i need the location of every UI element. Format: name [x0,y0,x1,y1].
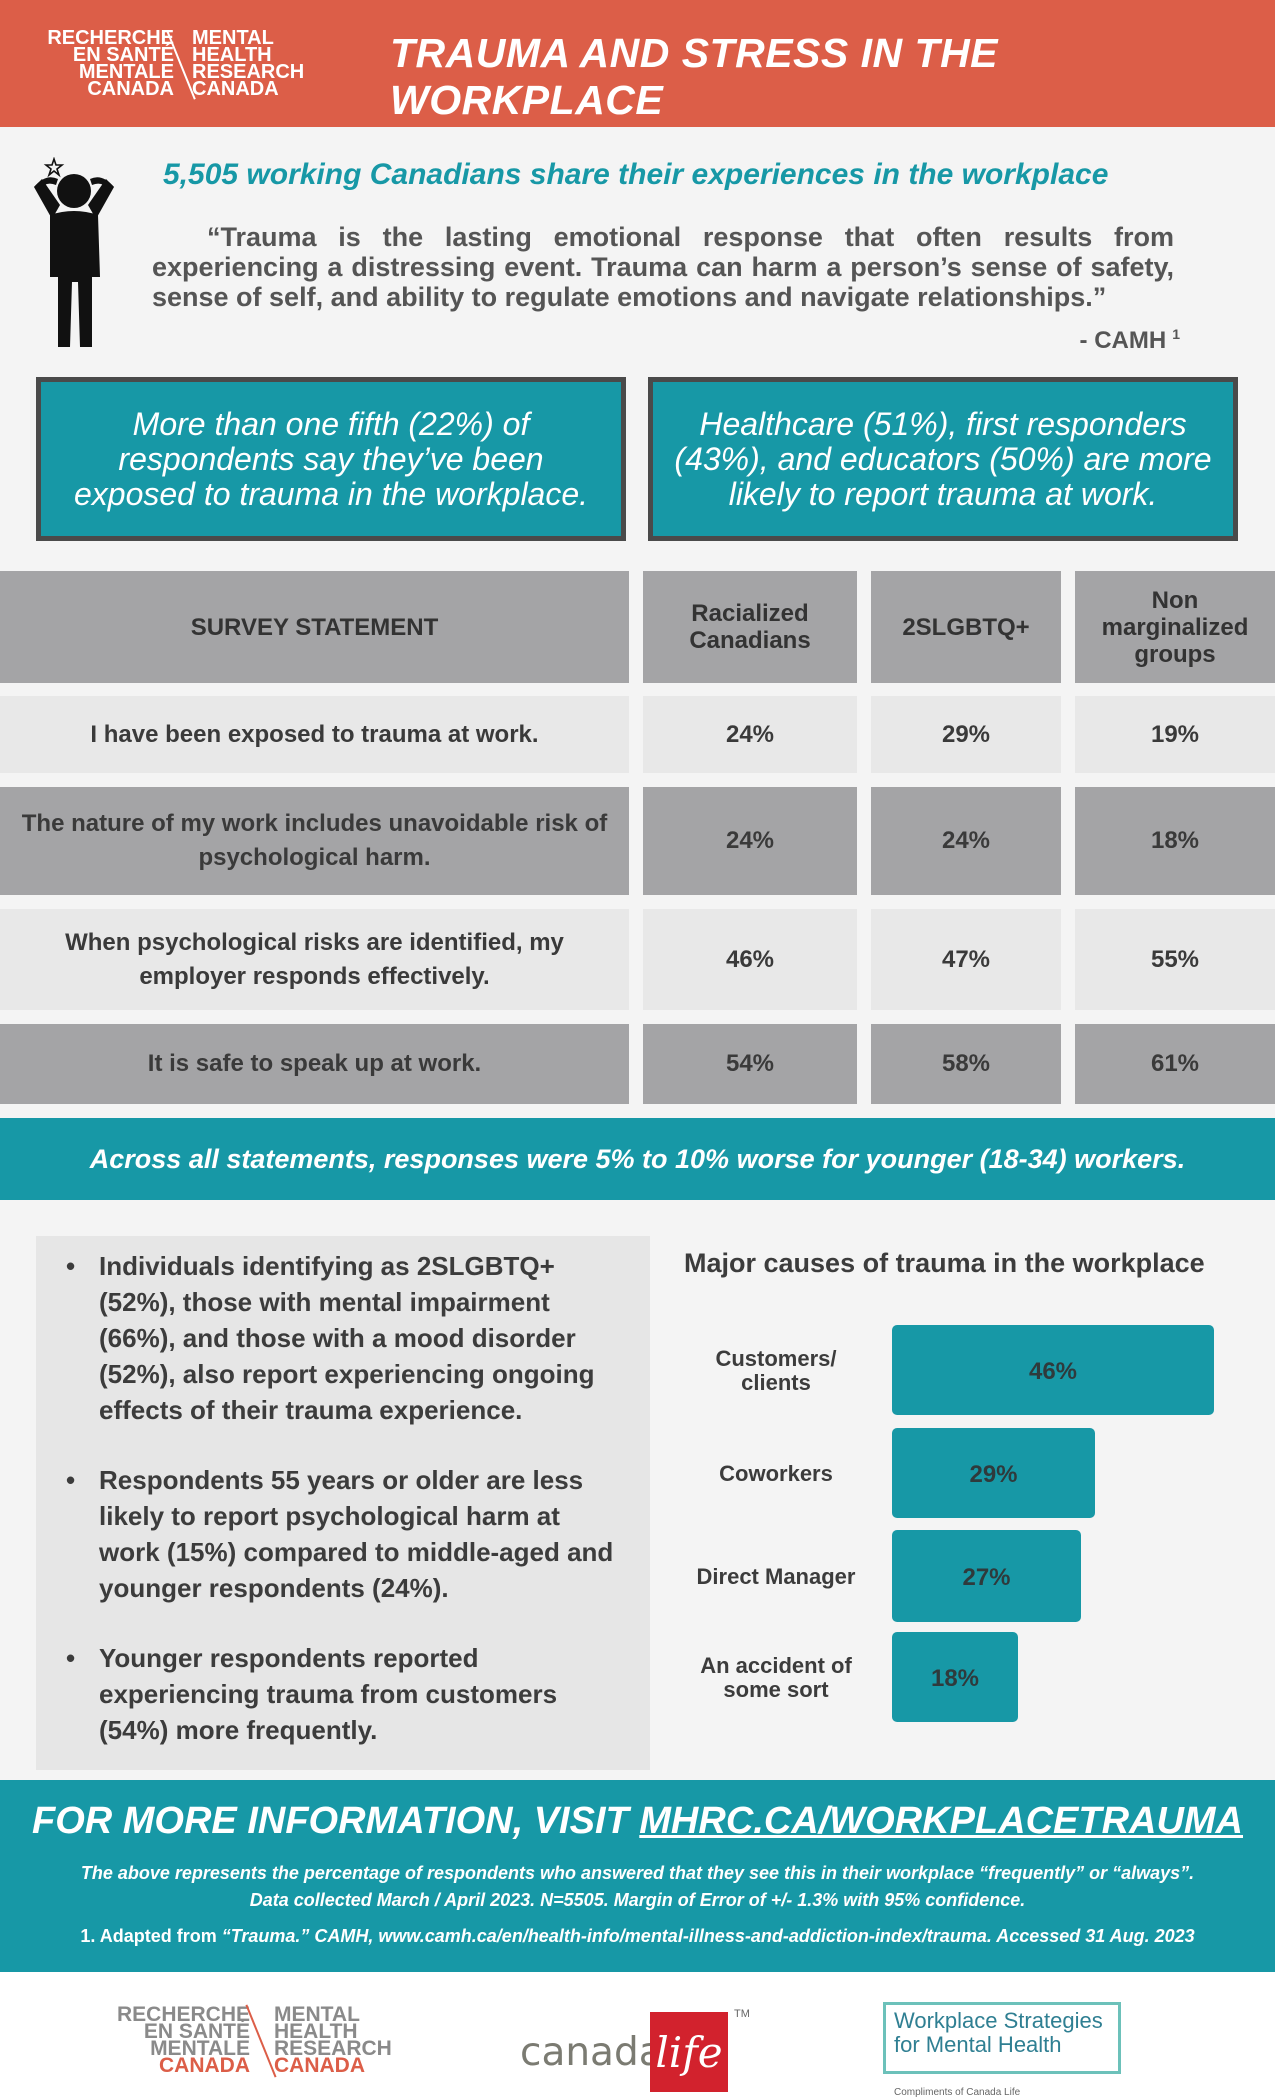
logo-text: CANADA [192,78,279,100]
ref-number: 1. [80,1926,96,1946]
logo-text: RESEARCH [274,2037,392,2060]
note-line: The above represents the percentage of r… [80,1863,1195,1883]
table-cell-value: 24% [643,696,857,773]
table-cell-value: 19% [1075,696,1275,773]
header-bar: RECHERCHE EN SANTÉ MENTALE CANADA MENTAL… [0,0,1275,127]
findings-list: Individuals identifying as 2SLGBTQ+ (52%… [36,1236,650,1770]
table-row-statement: The nature of my work includes unavoidab… [0,787,629,895]
table-cell-value: 55% [1075,909,1275,1010]
logo-text: RECHERCHE [116,2003,250,2026]
logo-text: EN SANTÉ [72,44,174,66]
reference-note: 1. Adapted from “Trauma.” CAMH, www.camh… [0,1923,1275,1950]
stressed-person-icon [34,157,114,347]
table-cell-value: 58% [871,1024,1061,1104]
wsmh-text: Workplace Strategies [894,2008,1103,2033]
table-header-racialized: Racialized Canadians [643,571,857,683]
list-item: Respondents 55 years or older are less l… [66,1462,626,1606]
list-item: Younger respondents reported experiencin… [66,1640,626,1748]
bar-value-label: 46% [1029,1358,1077,1385]
logo-text: MENTALE [150,2037,250,2060]
trademark: TM [734,2008,750,2020]
ref-citation: “Trauma.” CAMH, www.camh.ca/en/health-in… [221,1926,1195,1946]
partner-logos: RECHERCHE EN SANTÉ MENTALE CANADA MENTAL… [0,1972,1275,2100]
table-cell-value: 47% [871,909,1061,1010]
logo-text: CANADA [159,2054,250,2077]
ref-prefix: Adapted from [99,1926,217,1946]
intro-subtitle: 5,505 working Canadians share their expe… [163,158,1109,191]
bar-value-label: 18% [931,1665,979,1692]
bar-value-label: 29% [969,1461,1017,1488]
bar-4 [892,1632,1018,1722]
table-row-statement: It is safe to speak up at work. [0,1024,629,1104]
note-line: Data collected March / April 2023. N=550… [249,1890,1026,1910]
bar-3 [892,1530,1081,1622]
category-label: Direct Manager [697,1564,856,1589]
wsmh-subtext: Compliments of Canada Life [894,2087,1021,2098]
mhrc-logo: RECHERCHE EN SANTÉ MENTALE CANADA MENTAL… [34,28,324,100]
table-cell-value: 61% [1075,1024,1275,1104]
callout-exposure: More than one fifth (22%) of respondents… [36,377,626,541]
info-heading-text: FOR MORE INFORMATION, VISIT [32,1800,629,1842]
logo-text: MENTALE [78,61,174,83]
logo-text: HEALTH [192,44,272,66]
table-cell-value: 46% [643,909,857,1010]
trauma-causes-chart: 46% Customers/clients 29% Coworkers 27% Direc… [697,1325,1214,1722]
category-label: Customers/clients [715,1346,836,1395]
category-label: An accident of some sort [700,1653,852,1702]
table-cell-value: 29% [871,696,1061,773]
logo-text: HEALTH [274,2020,358,2043]
info-heading: FOR MORE INFORMATION, VISIT MHRC.CA/WORK… [0,1800,1275,1843]
canada-life-word: canada [520,2030,663,2075]
logo-divider [245,2004,277,2078]
logo-text: CANADA [87,78,174,100]
methodology-note: The above represents the percentage of r… [0,1860,1275,1914]
canada-life-logo: canada life TM [520,1994,760,2092]
logo-text: CANADA [274,2054,365,2077]
logo-text: MENTAL [192,27,274,49]
quote-source-text: - CAMH [1079,327,1167,354]
table-cell-value: 18% [1075,787,1275,895]
bar-value-label: 27% [962,1564,1010,1591]
callout-sectors: Healthcare (51%), first responders (43%)… [648,377,1238,541]
logo-text: RESEARCH [192,61,305,83]
table-row-statement: I have been exposed to trauma at work. [0,696,629,773]
table-cell-value: 24% [643,787,857,895]
footnote-ref: 1 [1172,326,1180,342]
page-title: TRAUMA AND STRESS IN THE WORKPLACE [390,30,999,123]
category-label: Coworkers [719,1461,833,1486]
table-header-2slgbtq: 2SLGBTQ+ [871,571,1061,683]
bar-2 [892,1428,1095,1518]
wsmh-text: for Mental Health [894,2032,1062,2057]
table-cell-value: 24% [871,787,1061,895]
wsmh-logo: Workplace Strategies for Mental Health C… [883,2002,1121,2098]
quote-source: - CAMH 1 [980,326,1180,355]
canada-life-mark: life [650,2012,728,2092]
mhrc-footer-logo: RECHERCHE EN SANTÉ MENTALE CANADA MENTAL… [108,2003,408,2078]
younger-workers-banner: Across all statements, responses were 5%… [0,1118,1275,1200]
table-row-statement: When psychological risks are identified,… [0,909,629,1010]
logo-text: EN SANTÉ [143,2020,250,2043]
chart-title: Major causes of trauma in the workplace [684,1248,1205,1278]
list-item: Individuals identifying as 2SLGBTQ+ (52%… [66,1248,626,1428]
bar-1 [892,1325,1214,1415]
info-footer: FOR MORE INFORMATION, VISIT MHRC.CA/WORK… [0,1780,1275,1972]
table-cell-value: 54% [643,1024,857,1104]
logo-text: RECHERCHE [47,27,174,49]
table-header-statement: SURVEY STATEMENT [0,571,629,683]
logo-text: MENTAL [274,2003,360,2026]
table-header-non-marginalized: Non marginalized groups [1075,571,1275,683]
website-link[interactable]: MHRC.CA/WORKPLACETRAUMA [639,1800,1243,1842]
camh-quote: “Trauma is the lasting emotional respons… [152,222,1174,312]
